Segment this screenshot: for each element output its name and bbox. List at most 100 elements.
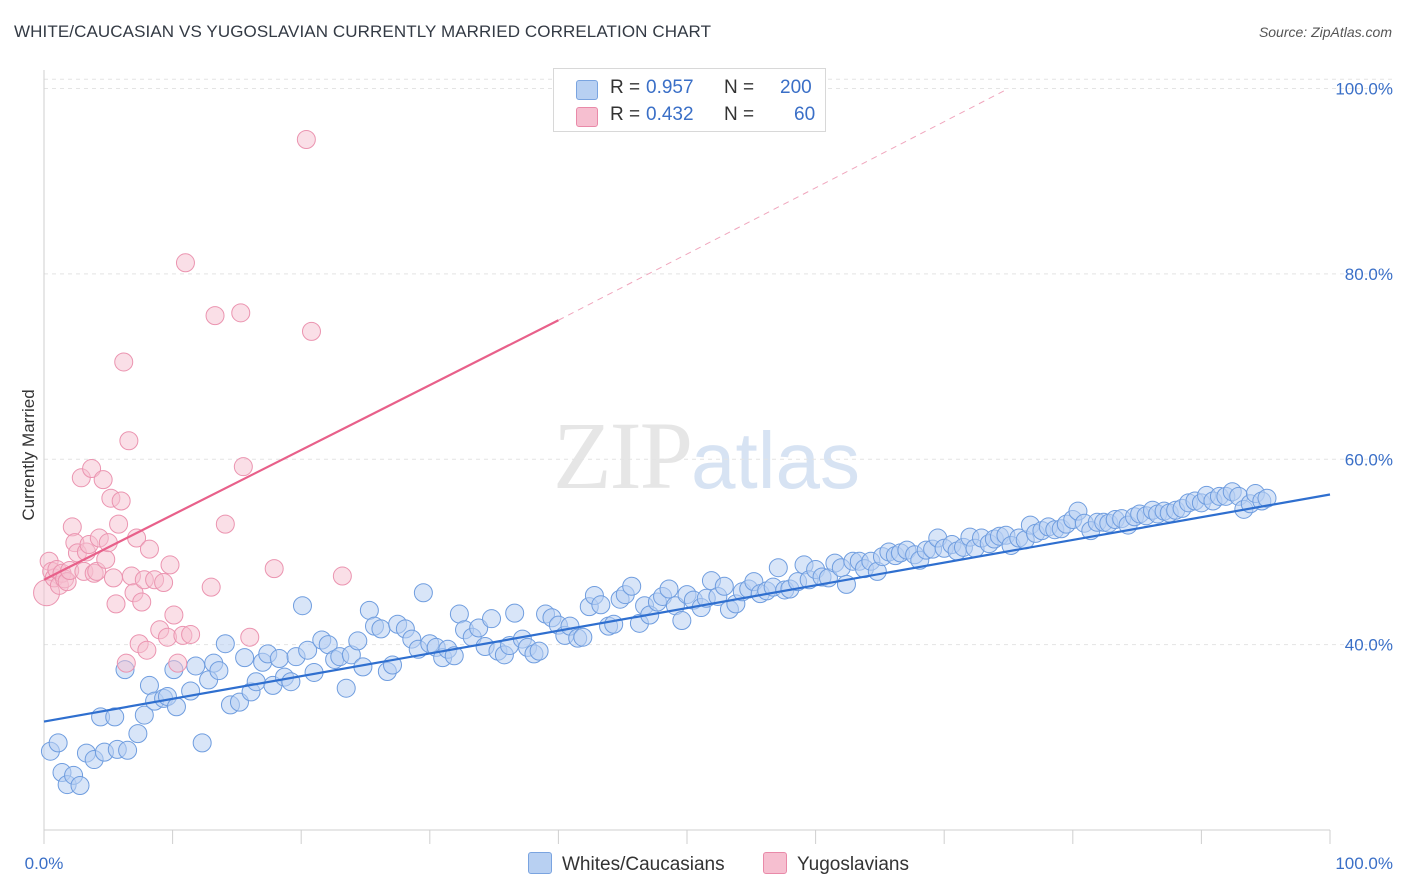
data-point-yugoslavians [132,592,152,612]
data-point-whites [1257,488,1277,508]
axes [43,70,1331,844]
legend-swatch-blue [528,852,552,874]
y-tick-label: 60.0% [1345,450,1393,469]
data-point-whites [482,609,502,629]
data-point-whites [281,672,301,692]
legend-n-value: 200 [780,77,812,98]
legend-swatch-pink [576,107,598,127]
grid [44,78,1392,646]
watermark-atlas: atlas [691,416,860,505]
chart-title: WHITE/CAUCASIAN VS YUGOSLAVIAN CURRENTLY… [14,22,712,41]
data-point-whites [672,611,692,631]
data-point-whites [573,627,593,647]
data-point-yugoslavians [109,514,129,534]
legend-r-value: 0.957 [646,77,694,98]
data-point-whites [139,675,159,695]
trend-line-whites [43,493,1331,723]
data-point-whites [166,697,186,717]
data-point-yugoslavians [201,577,221,597]
data-point-whites [714,576,734,596]
data-point-yugoslavians [62,517,82,537]
trend-line-yugoslavians-extension [558,88,1009,321]
data-point-whites [105,707,125,727]
data-point-yugoslavians [168,653,188,673]
legend-item-whites[interactable]: Whites/Caucasians [528,852,725,876]
data-point-yugoslavians [296,130,316,150]
data-point-whites [298,640,318,660]
y-tick-label: 80.0% [1345,265,1393,284]
legend-r-label: R = [610,104,641,125]
data-point-yugoslavians [93,470,113,490]
legend-swatch-blue [576,80,598,100]
data-point-whites [192,733,212,753]
legend-n-value: 60 [794,104,816,125]
data-point-whites [359,600,379,620]
data-point-yugoslavians [103,568,123,588]
x-tick-label: 100.0% [1335,854,1393,873]
data-point-whites [529,641,549,661]
data-point-whites [449,604,469,624]
watermark-zip: ZIP [553,402,693,509]
data-point-whites [505,603,525,623]
legend-n-label: N = [724,104,755,125]
watermark: ZIPatlas [553,400,860,511]
data-point-yugoslavians [205,306,225,326]
data-point-yugoslavians [164,605,184,625]
data-point-whites [336,678,356,698]
data-point-yugoslavians [116,653,136,673]
legend-r-value: 0.432 [646,104,694,125]
trend-lines [43,88,1331,723]
data-point-yugoslavians [233,457,253,477]
data-point-whites [118,740,138,760]
tick-labels: 40.0% 60.0% 80.0% 100.0% 0.0% 100.0% Currently… [19,80,1393,873]
data-point-yugoslavians [96,549,116,569]
data-point-yugoslavians [301,321,321,341]
data-point-yugoslavians [175,253,195,273]
correlation-legend: R = 0.957 N = 200 R = 0.432 N = 60 [553,68,826,132]
data-point-whites [269,649,289,669]
data-point-whites [292,596,312,616]
data-point-whites [371,619,391,639]
series-yugoslavians-points [33,130,352,673]
data-point-yugoslavians [137,640,157,660]
data-point-yugoslavians [82,459,102,479]
data-point-yugoslavians [240,627,260,647]
data-point-yugoslavians [154,573,174,593]
source-label: Source: ZipAtlas.com [1258,24,1392,40]
data-point-yugoslavians [215,514,235,534]
data-point-yugoslavians [264,559,284,579]
data-point-whites [604,614,624,634]
data-point-whites [591,595,611,615]
x-tick-label: 0.0% [25,854,64,873]
data-point-whites [659,579,679,599]
legend-item-yugoslavians[interactable]: Yugoslavians [763,852,909,876]
data-point-yugoslavians [114,352,134,372]
data-point-yugoslavians [332,566,352,586]
data-point-whites [348,631,368,651]
data-point-whites [209,661,229,681]
trend-line-yugoslavians [43,319,559,581]
legend-n-label: N = [724,77,755,98]
data-point-whites [186,656,206,676]
data-point-whites [48,733,68,753]
data-point-whites [469,618,489,638]
data-point-whites [246,672,266,692]
y-tick-label: 100.0% [1335,80,1393,99]
data-point-yugoslavians [111,491,131,511]
data-point-yugoslavians [106,594,126,614]
data-point-yugoslavians [231,303,251,323]
series-legend: Whites/Caucasians Yugoslavians [0,852,1406,878]
data-point-yugoslavians [139,539,159,559]
data-point-whites [622,576,642,596]
data-point-yugoslavians [119,431,139,451]
data-point-yugoslavians [181,624,201,644]
legend-r-label: R = [610,77,641,98]
data-point-whites [235,648,255,668]
data-point-yugoslavians [98,533,118,553]
legend-label-yugoslavians: Yugoslavians [797,854,909,875]
legend-label-whites: Whites/Caucasians [562,854,725,875]
y-axis-label: Currently Married [19,389,38,520]
legend-swatch-pink [763,852,787,874]
data-point-whites [413,583,433,603]
